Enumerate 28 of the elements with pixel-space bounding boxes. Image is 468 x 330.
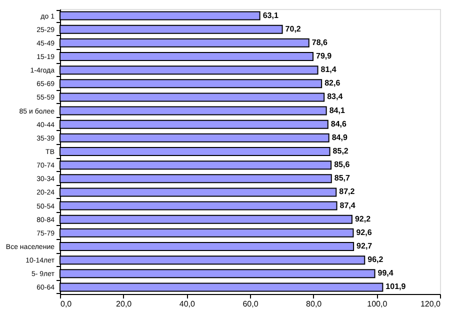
data-label: 84,1 <box>329 106 346 115</box>
data-label: 82,6 <box>324 78 341 88</box>
data-label: 81,4 <box>320 65 337 74</box>
data-label: 79,9 <box>316 52 332 60</box>
data-label: 87,2 <box>339 187 356 196</box>
data-label: 85,7 <box>334 174 351 183</box>
data-label: 84,6 <box>330 119 348 128</box>
x-tick-label: 80,0 <box>306 300 322 308</box>
x-tick-label: 40,0 <box>179 300 196 308</box>
data-label: 92,2 <box>354 214 372 224</box>
data-label: 70,2 <box>285 24 302 34</box>
data-label: 87,4 <box>340 200 356 210</box>
data-label: 92,7 <box>356 242 373 250</box>
data-label: 85,6 <box>334 160 350 170</box>
x-tick-label: 0,0 <box>60 300 72 308</box>
data-label: 85,2 <box>332 146 349 156</box>
data-label: 63,1 <box>262 10 279 20</box>
data-label: 92,6 <box>356 228 372 237</box>
data-label: 101,9 <box>386 282 406 292</box>
x-tick-label: 100,0 <box>367 300 388 308</box>
data-label: 83,4 <box>327 92 344 102</box>
data-label: 99,4 <box>378 268 394 278</box>
x-tick-label: 60,0 <box>242 300 259 308</box>
x-tick-label: 120,0 <box>420 300 442 308</box>
data-label: 84,9 <box>332 132 348 142</box>
data-label: 78,6 <box>312 38 328 47</box>
x-tick-label: 20,0 <box>116 300 132 308</box>
data-label: 96,2 <box>368 255 384 264</box>
